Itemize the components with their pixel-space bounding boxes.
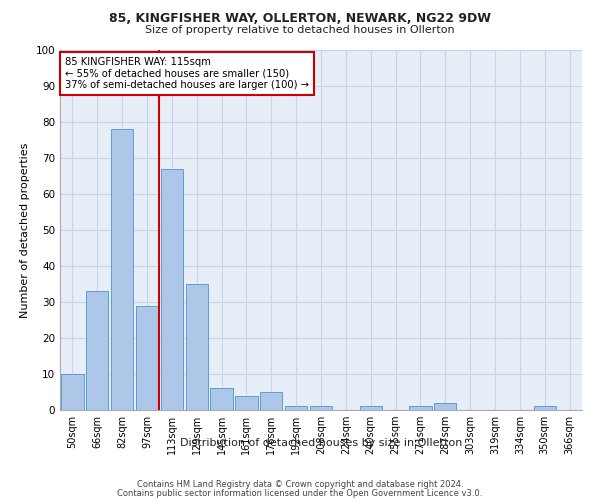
- Bar: [409, 406, 431, 410]
- Bar: [136, 306, 158, 410]
- Bar: [111, 129, 133, 410]
- Text: Contains HM Land Registry data © Crown copyright and database right 2024.: Contains HM Land Registry data © Crown c…: [137, 480, 463, 489]
- Bar: [260, 392, 283, 410]
- Bar: [211, 388, 233, 410]
- Text: Size of property relative to detached houses in Ollerton: Size of property relative to detached ho…: [145, 25, 455, 35]
- Bar: [359, 406, 382, 410]
- Text: Contains public sector information licensed under the Open Government Licence v3: Contains public sector information licen…: [118, 488, 482, 498]
- Bar: [533, 406, 556, 410]
- Text: 85, KINGFISHER WAY, OLLERTON, NEWARK, NG22 9DW: 85, KINGFISHER WAY, OLLERTON, NEWARK, NG…: [109, 12, 491, 26]
- Text: 85 KINGFISHER WAY: 115sqm
← 55% of detached houses are smaller (150)
37% of semi: 85 KINGFISHER WAY: 115sqm ← 55% of detac…: [65, 57, 309, 90]
- Bar: [61, 374, 83, 410]
- Y-axis label: Number of detached properties: Number of detached properties: [20, 142, 30, 318]
- Bar: [235, 396, 257, 410]
- Bar: [185, 284, 208, 410]
- Bar: [285, 406, 307, 410]
- Bar: [310, 406, 332, 410]
- Bar: [161, 169, 183, 410]
- Bar: [86, 291, 109, 410]
- Text: Distribution of detached houses by size in Ollerton: Distribution of detached houses by size …: [180, 438, 462, 448]
- Bar: [434, 403, 457, 410]
